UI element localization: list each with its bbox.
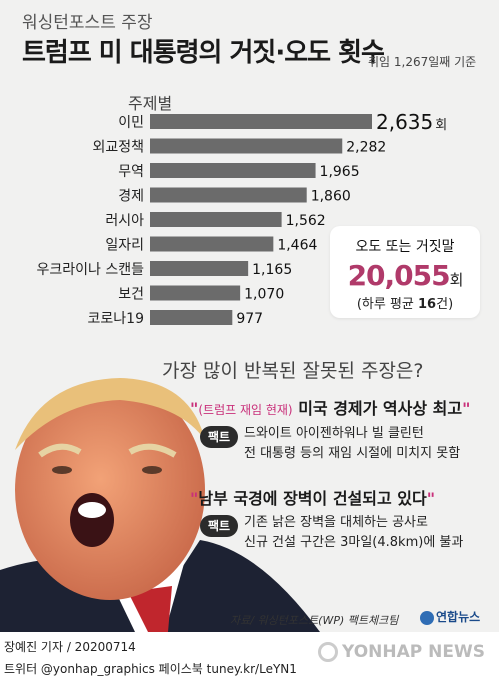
- claim-1-prefix: (트럼프 재임 현재): [198, 403, 293, 417]
- face: [15, 380, 205, 600]
- logo-text: 연합뉴스: [436, 610, 481, 624]
- hair: [15, 378, 205, 450]
- watermark: YONHAP NEWS: [318, 642, 485, 662]
- logo-mark-icon: [420, 610, 434, 625]
- category-label: 우크라이나 스캔들: [37, 262, 145, 278]
- value-label: 1,965: [320, 164, 360, 180]
- category-label: 외교정책: [92, 140, 144, 156]
- watermark-ring-icon: [318, 642, 338, 662]
- value-label: 977: [236, 311, 263, 327]
- value-label: 1,070: [244, 287, 284, 303]
- category-label: 이민: [118, 115, 144, 131]
- category-label: 코로나19: [88, 311, 144, 327]
- bar: [150, 114, 372, 129]
- callout-total-unit: 회: [449, 271, 464, 289]
- daily-value: 16: [418, 297, 437, 312]
- left-eyebrow: [38, 443, 82, 458]
- portrait-illustration: [0, 378, 320, 632]
- fact-1-line2: 전 대통령 등의 재임 시절에 미치지 못함: [244, 446, 461, 461]
- claim-1-text: 미국 경제가 역사상 최고: [292, 399, 463, 418]
- page-title: 트럼프 미 대통령의 거짓·오도 횟수: [22, 38, 385, 68]
- fact-2-line1: 기존 낡은 장벽을 대체하는 공사로: [244, 515, 428, 530]
- open-mouth: [70, 493, 114, 547]
- value-label: 1,562: [286, 213, 326, 229]
- fact-1-line1: 드와이트 아이젠하워나 빌 클린턴: [244, 426, 424, 441]
- chart-title: 주제별: [128, 94, 173, 113]
- fact-badge-2: 팩트: [200, 515, 238, 537]
- category-label: 무역: [118, 164, 144, 180]
- red-tie: [128, 586, 172, 632]
- value-label: 2,282: [346, 140, 386, 156]
- teeth: [78, 502, 106, 518]
- value-label: 1,165: [252, 262, 292, 278]
- question-heading: 가장 많이 반복된 잘못된 주장은?: [162, 360, 424, 382]
- callout-total-value: 20,055: [347, 259, 451, 292]
- claim-1: "(트럼프 재임 현재) 미국 경제가 역사상 최고": [190, 399, 471, 418]
- fact-badge-1: 팩트: [200, 426, 238, 448]
- total-callout: 오도 또는 거짓말 20,055회 (하루 평균 16건): [330, 226, 480, 318]
- callout-daily-average: (하루 평균 16건): [330, 293, 480, 312]
- callout-total: 20,055회: [330, 259, 480, 292]
- footer: 장예진 기자 / 20200714 트위터 @yonhap_graphics 페…: [0, 632, 499, 680]
- category-label: 경제: [118, 189, 144, 205]
- bar: [150, 187, 307, 203]
- bar: [150, 236, 274, 252]
- yonhap-logo: 연합뉴스: [420, 608, 480, 625]
- fact-2: 기존 낡은 장벽을 대체하는 공사로 신규 건설 구간은 3마일(4.8km)에…: [244, 513, 463, 553]
- subtitle: 취임 1,267일째 기준: [368, 55, 477, 69]
- suit-right: [140, 540, 320, 632]
- bar: [150, 212, 282, 227]
- category-label: 러시아: [105, 213, 144, 229]
- daily-suffix: 건): [436, 297, 454, 312]
- value-unit-label: 회: [435, 118, 447, 133]
- fact-2-line2: 신규 건설 구간은 3마일(4.8km)에 불과: [244, 535, 464, 550]
- fact-1: 드와이트 아이젠하워나 빌 클린턴 전 대통령 등의 재임 시절에 미치지 못함: [244, 424, 460, 464]
- claim-2: "남부 국경에 장벽이 건설되고 있다": [190, 489, 436, 508]
- source-note: 자료/ 워싱턴포스트(WP) 팩트체크팀: [230, 614, 399, 627]
- value-label: 1,860: [311, 189, 351, 205]
- left-eye: [52, 466, 72, 474]
- claim-2-text: 남부 국경에 장벽이 건설되고 있다: [198, 489, 427, 508]
- category-label: 일자리: [105, 238, 144, 254]
- callout-label: 오도 또는 거짓말: [355, 239, 455, 255]
- category-label: 보건: [118, 287, 144, 303]
- supertitle: 워싱턴포스트 주장: [22, 13, 153, 33]
- value-label: 2,635: [376, 110, 433, 134]
- right-eye: [142, 466, 162, 474]
- right-eyebrow: [128, 443, 177, 458]
- value-label: 1,464: [277, 238, 317, 254]
- social-links: 트위터 @yonhap_graphics 페이스북 tuney.kr/LeYN1: [4, 662, 297, 676]
- bar: [150, 261, 249, 276]
- watermark-text: YONHAP NEWS: [342, 642, 485, 662]
- reporter-credit: 장예진 기자 / 20200714: [4, 640, 136, 654]
- bar: [150, 138, 343, 154]
- bar: [150, 310, 233, 325]
- bar: [150, 285, 241, 301]
- daily-prefix: (하루 평균: [356, 297, 419, 312]
- bar: [150, 163, 316, 178]
